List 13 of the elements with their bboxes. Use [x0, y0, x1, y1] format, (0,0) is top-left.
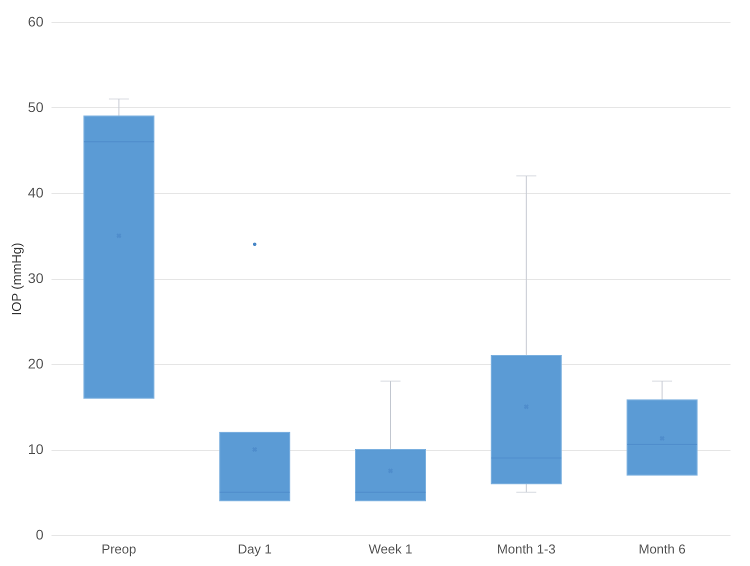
x-tick-label: Day 1 — [238, 542, 272, 556]
x-tick-label: Preop — [102, 542, 136, 556]
y-tick-label: 60 — [28, 14, 44, 30]
x-tick-label: Month 1-3 — [497, 542, 556, 556]
y-tick-label: 30 — [28, 270, 44, 286]
x-tick-label: Week 1 — [368, 542, 412, 556]
y-tick-label: 0 — [36, 526, 44, 542]
y-tick-label: 50 — [28, 99, 44, 115]
y-tick-label: 40 — [28, 184, 44, 200]
y-tick-label: 10 — [28, 441, 44, 457]
x-tick-label: Month 6 — [638, 542, 686, 556]
y-tick-label: 20 — [28, 356, 44, 372]
y-axis-title: IOP (mmHg) — [8, 242, 24, 316]
